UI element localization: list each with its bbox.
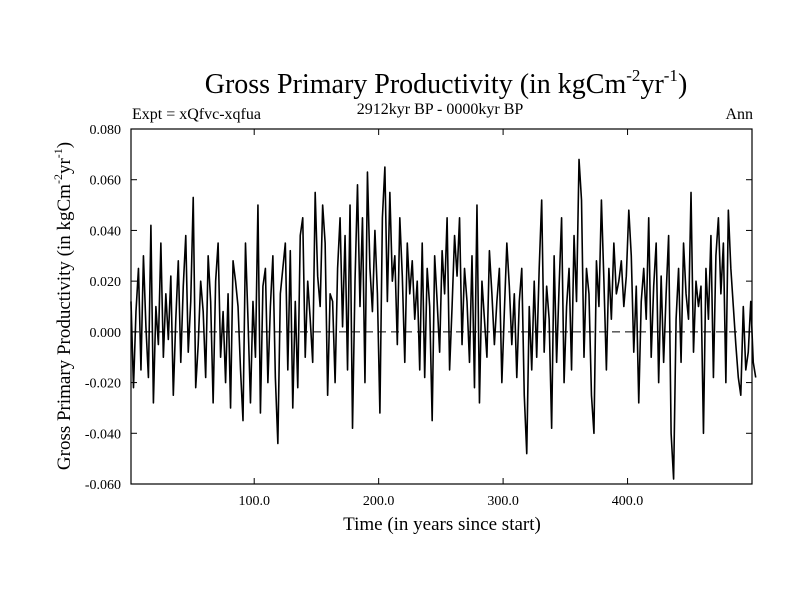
x-tick-label: 100.0 (238, 494, 270, 509)
series-line (130, 158, 757, 480)
plot-frame (130, 128, 753, 485)
y-tick-label: 0.060 (90, 174, 122, 189)
y-tick-label: 0.020 (90, 275, 122, 290)
x-tick-label: 300.0 (487, 494, 519, 509)
axis-tick-labels: -0.060 -0.040 -0.020 0.000 0.020 0.040 0.060 0.… (85, 123, 643, 509)
y-tick-label: 0.080 (90, 123, 122, 138)
chart-title-main: Gross Primary Productivity (in kgCm (205, 69, 627, 100)
x-axis-label: Time (in years since start) (343, 514, 541, 535)
chart-title-mid: yr (640, 69, 664, 100)
y-axis-label-sup2: -1 (51, 148, 65, 158)
y-tick-label: 0.000 (90, 326, 122, 341)
chart-title: Gross Primary Productivity (in kgCm-2yr-… (205, 66, 688, 100)
x-tick-label: 400.0 (612, 494, 644, 509)
x-tick-label: 200.0 (363, 494, 395, 509)
y-tick-label: 0.040 (90, 224, 122, 239)
chart-title-sup1: -2 (626, 66, 640, 85)
chart-title-sup2: -1 (664, 66, 678, 85)
y-axis-label-mid: yr (54, 158, 75, 175)
y-axis-label-end: ) (54, 142, 75, 148)
time-range-label: 2912kyr BP - 0000kyr BP (357, 101, 524, 118)
axis-ticks (131, 128, 752, 485)
experiment-label: Expt = xQfvc-xqfua (132, 106, 261, 123)
y-tick-label: -0.060 (85, 478, 121, 493)
chart-title-end: ) (678, 69, 687, 100)
series-group (130, 158, 757, 480)
y-axis-label-sup1: -2 (51, 174, 65, 184)
y-axis-label: Gross Primary Productivity (in kgCm-2yr-… (51, 142, 75, 470)
season-label: Ann (725, 106, 753, 123)
y-tick-label: -0.020 (85, 377, 121, 392)
y-tick-label: -0.040 (85, 427, 121, 442)
y-axis-label-main: Gross Primary Productivity (in kgCm (54, 184, 75, 470)
